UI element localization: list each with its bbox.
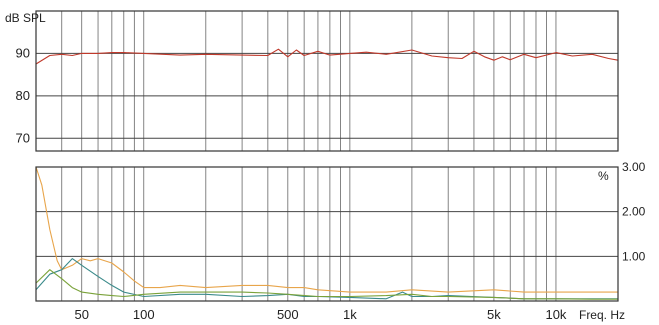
distortion-series-line-3 bbox=[36, 270, 618, 300]
distortion-ytick-label: 3.00 bbox=[622, 160, 646, 174]
distortion-xtick-label: 5k bbox=[487, 307, 501, 322]
distortion-panel: % 3.00 2.00 1.00 50 100 500 1k 5k 10k Freq. Hz bbox=[36, 160, 646, 322]
distortion-xtick-labels: 50 100 500 1k 5k 10k bbox=[74, 307, 566, 322]
distortion-series-line-1 bbox=[36, 167, 618, 292]
distortion-ytick-label: 1.00 bbox=[622, 249, 646, 263]
spl-ytick-label: 90 bbox=[16, 45, 30, 60]
spl-plot-frame bbox=[36, 11, 618, 151]
distortion-ytick-labels: 3.00 2.00 1.00 bbox=[622, 160, 646, 263]
distortion-series-group bbox=[36, 167, 618, 299]
distortion-grid bbox=[36, 167, 618, 301]
distortion-xtick-label: 1k bbox=[343, 307, 357, 322]
spl-ytick-label: 80 bbox=[16, 88, 30, 103]
distortion-xtick-label: 50 bbox=[74, 307, 88, 322]
spl-panel: dB SPL 90 80 70 bbox=[5, 11, 618, 151]
distortion-xtick-label: 10k bbox=[545, 307, 566, 322]
distortion-plot-frame bbox=[36, 167, 618, 301]
distortion-ytick-label: 2.00 bbox=[622, 205, 646, 219]
distortion-series-line-2 bbox=[36, 259, 618, 299]
distortion-xtick-label: 100 bbox=[133, 307, 155, 322]
distortion-yunit: % bbox=[598, 169, 609, 183]
spl-grid bbox=[36, 11, 618, 151]
distortion-xtick-label: 500 bbox=[277, 307, 299, 322]
distortion-xlabel: Freq. Hz bbox=[579, 308, 625, 322]
spl-ytick-labels: 90 80 70 bbox=[16, 45, 30, 145]
spl-series-line-1 bbox=[36, 49, 618, 64]
spl-ytick-label: 70 bbox=[16, 130, 30, 145]
spl-ylabel: dB SPL bbox=[5, 11, 46, 25]
spl-series-group bbox=[36, 49, 618, 64]
